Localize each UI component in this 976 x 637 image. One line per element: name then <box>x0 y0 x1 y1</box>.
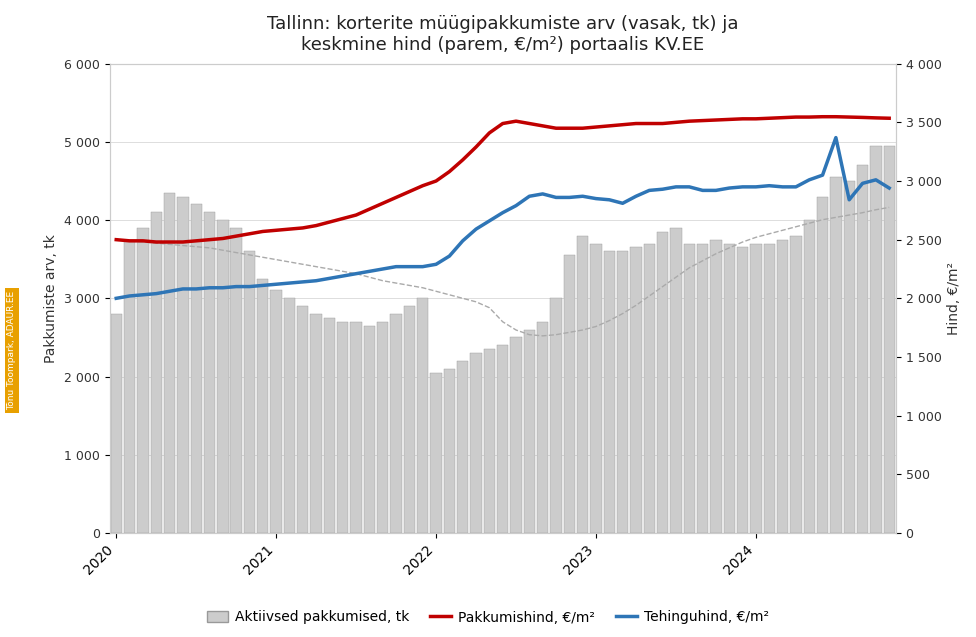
Bar <box>284 298 295 533</box>
Bar <box>150 212 162 533</box>
Bar <box>297 306 308 533</box>
Bar <box>777 240 789 533</box>
Bar <box>564 255 575 533</box>
Bar <box>244 252 255 533</box>
Bar <box>178 197 188 533</box>
Bar <box>883 146 895 533</box>
Bar <box>683 243 695 533</box>
Bar <box>484 349 495 533</box>
Bar <box>444 369 455 533</box>
Bar <box>497 345 508 533</box>
Bar <box>377 322 388 533</box>
Bar <box>124 240 136 533</box>
Bar <box>270 290 282 533</box>
Y-axis label: Pakkumiste arv, tk: Pakkumiste arv, tk <box>44 234 59 362</box>
Bar <box>430 373 442 533</box>
Bar <box>470 353 482 533</box>
Bar <box>524 329 535 533</box>
Bar <box>510 338 522 533</box>
Bar <box>657 232 669 533</box>
Bar <box>204 212 215 533</box>
Bar <box>603 252 615 533</box>
Bar <box>550 298 561 533</box>
Title: Tallinn: korterite müügipakkumiste arv (vasak, tk) ja
keskmine hind (parem, €/m²: Tallinn: korterite müügipakkumiste arv (… <box>267 15 739 54</box>
Y-axis label: Hind, €/m²: Hind, €/m² <box>947 262 961 335</box>
Bar <box>577 236 589 533</box>
Bar <box>537 322 549 533</box>
Bar <box>310 314 322 533</box>
Bar <box>737 248 749 533</box>
Bar <box>791 236 801 533</box>
Bar <box>617 252 629 533</box>
Bar <box>817 197 829 533</box>
Bar <box>843 181 855 533</box>
Bar <box>350 322 362 533</box>
Bar <box>230 228 242 533</box>
Bar <box>803 220 815 533</box>
Bar <box>751 243 761 533</box>
Bar <box>324 318 335 533</box>
Bar <box>218 220 228 533</box>
Bar <box>337 322 348 533</box>
Bar <box>390 314 402 533</box>
Bar <box>723 243 735 533</box>
Bar <box>871 146 881 533</box>
Bar <box>590 243 601 533</box>
Bar <box>697 243 709 533</box>
Bar <box>417 298 428 533</box>
Bar <box>457 361 468 533</box>
Bar <box>857 166 869 533</box>
Bar <box>763 243 775 533</box>
Bar <box>630 248 641 533</box>
Bar <box>110 314 122 533</box>
Bar <box>164 193 176 533</box>
Bar <box>831 177 841 533</box>
Bar <box>671 228 681 533</box>
Text: Tõnu Toompark, ADAUR.EE: Tõnu Toompark, ADAUR.EE <box>7 290 17 410</box>
Bar <box>257 279 268 533</box>
Bar <box>643 243 655 533</box>
Bar <box>364 326 375 533</box>
Bar <box>404 306 415 533</box>
Bar <box>711 240 721 533</box>
Legend: Aktiivsed pakkumised, tk, Pakkumishind, €/m², Tehinguhind, €/m²: Aktiivsed pakkumised, tk, Pakkumishind, … <box>202 605 774 630</box>
Bar <box>190 204 202 533</box>
Bar <box>138 228 148 533</box>
